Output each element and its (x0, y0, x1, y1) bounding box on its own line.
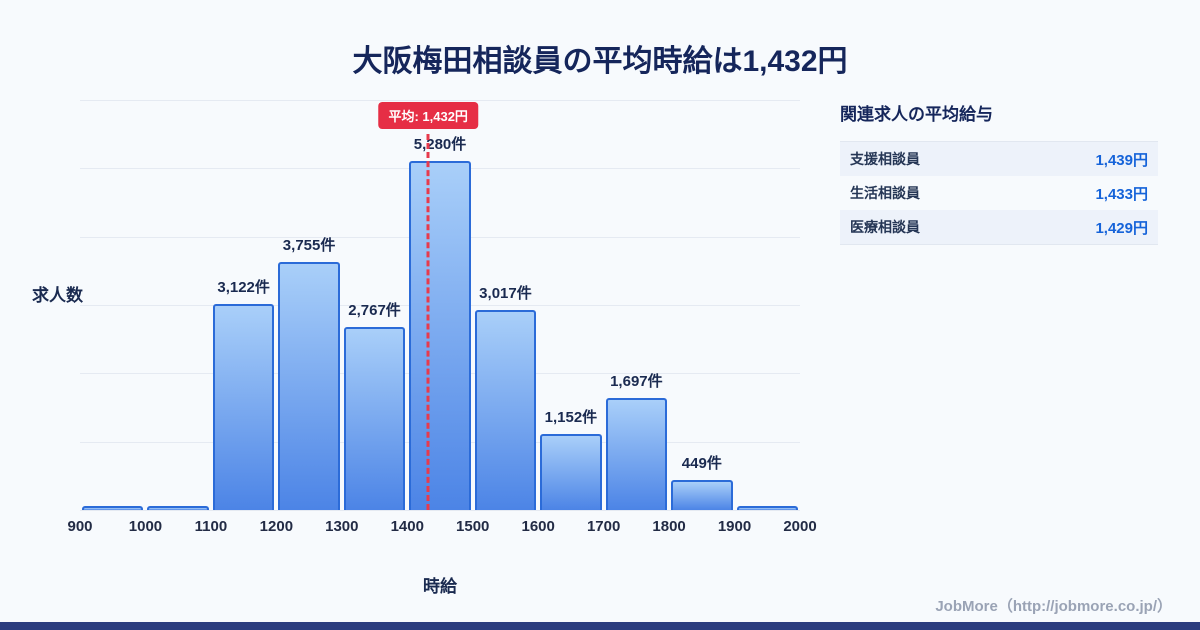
panel-table: 支援相談員 1,439円 生活相談員 1,433円 医療相談員 1,429円 (840, 141, 1158, 245)
histogram-bar (736, 506, 798, 510)
histogram-bar (343, 327, 406, 510)
x-tick-label: 1900 (717, 518, 752, 535)
x-tick-label: 1400 (390, 518, 424, 535)
x-tick-label: 1100 (194, 518, 228, 535)
related-jobs-panel: 関連求人の平均給与 支援相談員 1,439円 生活相談員 1,433円 医療相談… (840, 100, 1158, 245)
x-tick-label: 1500 (456, 518, 490, 535)
bar-value-label: 3,755件 (282, 237, 336, 254)
job-type-label: 生活相談員 (850, 185, 920, 201)
histogram-bar (671, 480, 733, 510)
bar-value-label: 449件 (681, 455, 722, 472)
x-tick-label: 2000 (783, 518, 817, 535)
bar-value-label: 1,152件 (544, 409, 598, 426)
average-badge: 平均: 1,432円 (378, 102, 478, 129)
x-tick-label: 1000 (128, 518, 163, 535)
x-tick-label: 1700 (586, 518, 621, 535)
bar-value-label: 3,122件 (217, 279, 270, 296)
x-axis-label: 時給 (423, 577, 457, 596)
panel-row: 支援相談員 1,439円 (840, 142, 1158, 176)
bottom-accent-bar (0, 622, 1200, 630)
gridline (80, 100, 800, 101)
x-tick-label: 900 (67, 518, 93, 535)
x-tick-label: 1200 (259, 518, 294, 535)
histogram-bar (278, 262, 340, 510)
job-wage-value: 1,433円 (1095, 185, 1148, 203)
job-type-label: 支援相談員 (850, 151, 920, 167)
x-tick-label: 1300 (325, 518, 359, 535)
bar-value-label: 5,280件 (413, 136, 467, 153)
bar-value-label: 1,697件 (610, 373, 663, 390)
panel-heading: 関連求人の平均給与 (840, 105, 993, 124)
bar-value-label: 2,767件 (348, 302, 401, 319)
bar-value-label: 3,017件 (479, 285, 532, 302)
page-title: 大阪梅田相談員の平均時給は1,432円 (352, 45, 848, 78)
x-axis-ticks: 900 1000 1100 1200 1300 1400 1500 1600 1700 1800 1… (67, 518, 816, 538)
histogram-bar (409, 161, 471, 510)
y-axis-label: 求人数 (32, 286, 83, 305)
x-tick-label: 1800 (652, 518, 686, 535)
job-wage-value: 1,439円 (1095, 151, 1148, 169)
panel-row: 生活相談員 1,433円 (840, 176, 1158, 210)
x-tick-label: 1600 (521, 518, 555, 535)
gridline (80, 510, 800, 511)
histogram-bar (147, 506, 209, 510)
average-line (426, 134, 430, 510)
job-type-label: 医療相談員 (850, 219, 920, 235)
histogram-bar (474, 310, 537, 510)
histogram-bar (605, 398, 668, 510)
panel-row: 医療相談員 1,429円 (840, 210, 1158, 244)
histogram-bar (212, 304, 275, 510)
job-wage-value: 1,429円 (1095, 219, 1148, 237)
histogram-bar (540, 434, 602, 510)
histogram-bar (82, 506, 144, 510)
site-credit: JobMore（http://jobmore.co.jp/） (935, 598, 1172, 615)
plot-area: 平均: 1,432円 3,122件 3,755件 2,767件 5,280件 3,017… (80, 100, 800, 511)
